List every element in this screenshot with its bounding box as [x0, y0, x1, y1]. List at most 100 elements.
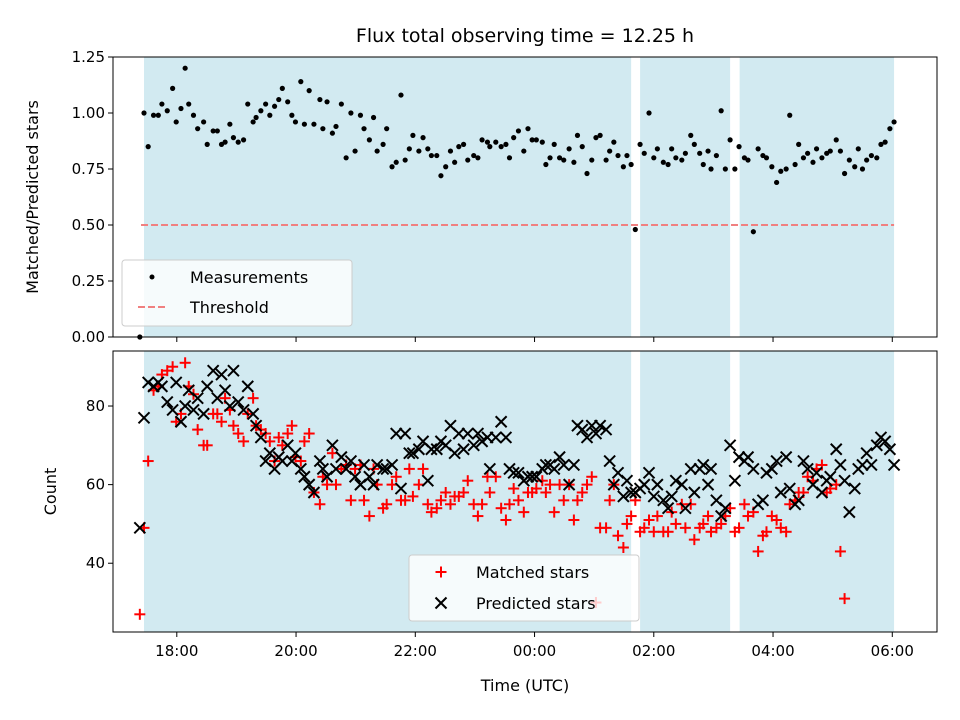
- predicted-point-b: [370, 458, 384, 472]
- measurement-point: [357, 112, 364, 118]
- legend-label-measurements: Measurements: [190, 268, 308, 287]
- matched-point: [422, 498, 434, 510]
- predicted-point: [774, 486, 787, 499]
- predicted-point: [316, 462, 330, 476]
- predicted-point: [599, 423, 613, 436]
- predicted-point-b: [747, 462, 760, 476]
- predicted-point: [406, 446, 420, 460]
- matched-point: [544, 479, 556, 491]
- measurement-point: [370, 114, 377, 121]
- measurement-point: [819, 155, 825, 161]
- predicted-point: [329, 462, 343, 476]
- predicted-point: [133, 521, 147, 535]
- matched-point: [771, 514, 783, 526]
- predicted-point-b: [316, 462, 330, 476]
- predicted-point: [452, 427, 466, 440]
- measurement-point: [406, 146, 412, 152]
- measurement-point: [673, 155, 679, 161]
- matched-point: [780, 526, 792, 538]
- measurement-point: [620, 164, 626, 170]
- predicted-point-b: [182, 384, 195, 397]
- predicted-point: [647, 490, 660, 503]
- predicted-point: [576, 423, 589, 436]
- measurement-point: [438, 173, 444, 179]
- matched-point: [484, 486, 496, 498]
- predicted-point-b: [335, 450, 348, 464]
- predicted-point: [218, 384, 232, 397]
- measurement-point: [615, 152, 621, 159]
- predicted-point-b: [237, 403, 250, 417]
- predicted-point-b: [376, 462, 390, 476]
- predicted-point: [206, 364, 220, 377]
- predicted-point-b: [218, 384, 232, 397]
- x-tick-label: 02:00: [632, 642, 675, 660]
- predicted-point-b: [215, 368, 228, 381]
- predicted-point: [620, 474, 634, 487]
- predicted-stars-series: [133, 364, 901, 535]
- matched-point: [134, 608, 146, 620]
- measurement-point: [800, 155, 807, 161]
- predicted-point: [215, 368, 228, 381]
- predicted-point: [539, 458, 553, 472]
- predicted-point-b: [539, 458, 553, 472]
- predicted-point-b: [688, 486, 701, 499]
- predicted-point: [357, 458, 371, 472]
- predicted-point: [870, 439, 883, 452]
- matched-point: [444, 498, 456, 510]
- predicted-point: [651, 478, 664, 491]
- predicted-point-b: [599, 423, 613, 436]
- predicted-point-b: [141, 376, 155, 389]
- predicted-point: [385, 458, 399, 472]
- predicted-point: [483, 462, 497, 476]
- matched-point: [530, 483, 542, 495]
- measurement-point: [155, 112, 161, 118]
- measurement-point: [769, 164, 775, 170]
- predicted-point: [741, 450, 755, 464]
- matched-point: [554, 479, 566, 491]
- measurement-point: [173, 119, 179, 125]
- top-y-tick-label: 0.00: [72, 328, 105, 346]
- measurement-point: [402, 157, 408, 163]
- predicted-point: [169, 376, 183, 389]
- measurement-point: [178, 105, 184, 112]
- predicted-point: [661, 501, 675, 515]
- measurement-point: [727, 137, 733, 143]
- predicted-point: [241, 380, 254, 393]
- matched-point: [685, 498, 697, 510]
- predicted-point: [223, 399, 237, 413]
- measurement-point: [574, 132, 581, 138]
- predicted-point-b: [607, 478, 621, 491]
- legend-marker-measurements: [149, 274, 155, 280]
- predicted-point: [307, 486, 321, 499]
- matched-point: [417, 463, 429, 475]
- predicted-point: [697, 458, 710, 472]
- predicted-point-b: [200, 380, 214, 393]
- bottom-legend: Matched stars Predicted stars: [408, 554, 640, 622]
- predicted-point: [562, 478, 576, 491]
- predicted-point: [701, 478, 715, 491]
- predicted-point: [289, 446, 302, 460]
- predicted-point: [200, 380, 214, 393]
- chart-title: Flux total observing time = 12.25 h: [356, 25, 694, 47]
- measurement-point: [210, 128, 216, 134]
- measurement-point: [796, 141, 802, 147]
- top-y-tick-label: 0.75: [72, 160, 105, 178]
- predicted-point: [461, 427, 474, 440]
- measurement-point: [380, 141, 386, 147]
- measurement-point: [428, 152, 434, 159]
- measurement-point: [736, 144, 742, 150]
- measurement-point: [827, 148, 833, 154]
- measurement-point: [245, 101, 251, 107]
- predicted-point-b: [815, 486, 829, 499]
- matched-point: [688, 534, 700, 546]
- measurement-point: [263, 101, 269, 107]
- predicted-point: [848, 482, 861, 495]
- predicted-point-b: [806, 478, 820, 491]
- predicted-point-b: [227, 364, 240, 377]
- predicted-point: [760, 466, 773, 480]
- x-tick-label: 20:00: [274, 642, 317, 660]
- measurement-point: [389, 164, 395, 170]
- predicted-point-b: [329, 462, 343, 476]
- predicted-point-b: [651, 478, 664, 491]
- measurement-point: [227, 121, 233, 127]
